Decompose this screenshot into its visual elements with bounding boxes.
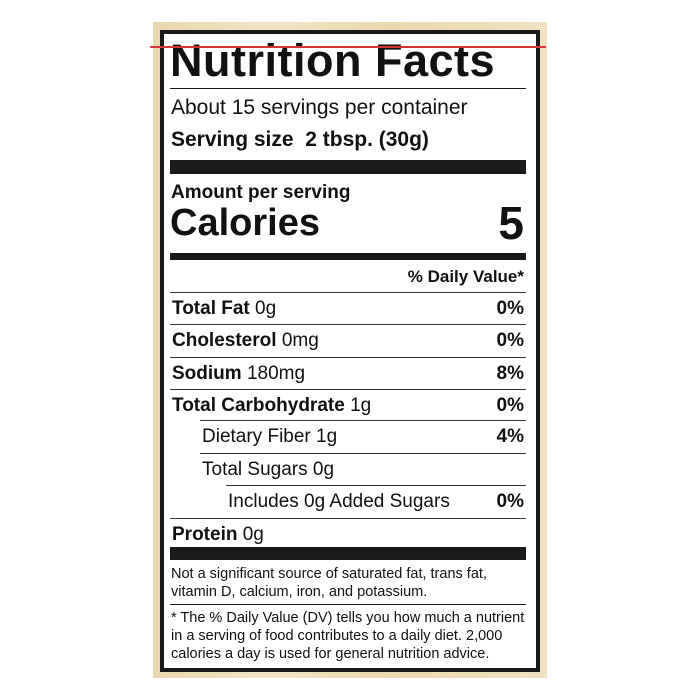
nutrient-row: Total Sugars 0g [170, 452, 526, 486]
nutrient-label: Protein 0g [172, 519, 264, 551]
calories-label: Calories [170, 202, 320, 244]
nutrient-row: Cholesterol 0mg 0% [170, 324, 526, 357]
amount-per-serving: Amount per serving [171, 182, 351, 203]
nutrient-name: Includes 0g Added Sugars [228, 490, 450, 512]
nutrient-amount: 0g [242, 524, 264, 546]
nutrient-name: Protein [172, 524, 238, 546]
nutrient-daily-value: 0% [496, 490, 524, 512]
nutrient-daily-value: 0% [496, 330, 524, 352]
servings-per-container: About 15 servings per container [171, 96, 468, 119]
thick-divider [170, 160, 526, 174]
nutrient-daily-value: 0% [496, 394, 524, 416]
footnote-line: calories a day is used for general nutri… [171, 646, 490, 662]
footnote-daily-value: * The % Daily Value (DV) tells you how m… [171, 609, 524, 663]
nutrient-name: Sodium [172, 362, 242, 384]
serving-size: Serving size 2 tbsp. (30g) [171, 128, 429, 152]
divider [226, 484, 526, 486]
nutrient-row: Includes 0g Added Sugars 0% [170, 484, 526, 518]
footnote-line: in a serving of food contributes to a da… [171, 628, 503, 644]
medium-divider [170, 253, 526, 260]
nutrient-amount: 1g [316, 426, 338, 448]
nutrition-label-frame [160, 30, 540, 672]
serving-size-label: Serving size [171, 128, 294, 151]
nutrient-daily-value: 4% [496, 426, 524, 448]
nutrient-amount: 1g [350, 394, 372, 416]
nutrient-label: Includes 0g Added Sugars [228, 486, 450, 518]
nutrient-label: Total Carbohydrate 1g [172, 390, 371, 422]
nutrient-label: Total Sugars 0g [202, 454, 334, 486]
nutrient-label: Dietary Fiber 1g [202, 421, 337, 453]
footnote-line: Not a significant source of saturated fa… [171, 566, 487, 582]
divider [200, 420, 526, 422]
nutrient-amount: 180mg [246, 362, 306, 384]
nutrient-amount: 0g [255, 298, 277, 319]
label-title: Nutrition Facts [170, 35, 496, 86]
nutrient-amount: 0g [312, 458, 335, 480]
nutrient-row: Protein 0g [170, 518, 526, 551]
nutrient-name: Cholesterol [172, 330, 277, 352]
nutrient-daily-value: 0% [496, 298, 524, 319]
nutrient-row: Total Fat 0g 0% [170, 292, 526, 325]
footnote-not-significant: Not a significant source of saturated fa… [171, 565, 487, 601]
divider [170, 604, 526, 605]
nutrient-label: Cholesterol 0mg [172, 325, 319, 357]
divider [200, 452, 526, 454]
nutrient-amount: 0mg [281, 330, 319, 352]
calories-value: 5 [498, 197, 524, 249]
red-guide-line [150, 46, 546, 48]
footnote-line: vitamin D, calcium, iron, and potassium. [171, 584, 428, 600]
nutrient-row: Sodium 180mg 8% [170, 356, 526, 390]
footnote-line: * The % Daily Value (DV) tells you how m… [171, 610, 525, 626]
serving-size-value: 2 tbsp. (30g) [305, 128, 429, 151]
nutrient-name: Total Carbohydrate [172, 394, 345, 416]
thick-divider [170, 547, 526, 560]
divider [170, 88, 526, 89]
nutrient-row: Dietary Fiber 1g 4% [170, 420, 526, 453]
nutrient-daily-value: 8% [496, 362, 524, 384]
nutrient-name: Total Fat [172, 298, 250, 319]
nutrient-label: Total Fat 0g [172, 293, 276, 325]
daily-value-header: % Daily Value* [407, 267, 524, 286]
nutrient-name: Total Sugars [202, 458, 308, 480]
nutrient-label: Sodium 180mg [172, 358, 305, 390]
nutrient-row: Total Carbohydrate 1g 0% [170, 388, 526, 422]
nutrient-name: Dietary Fiber [202, 426, 311, 448]
